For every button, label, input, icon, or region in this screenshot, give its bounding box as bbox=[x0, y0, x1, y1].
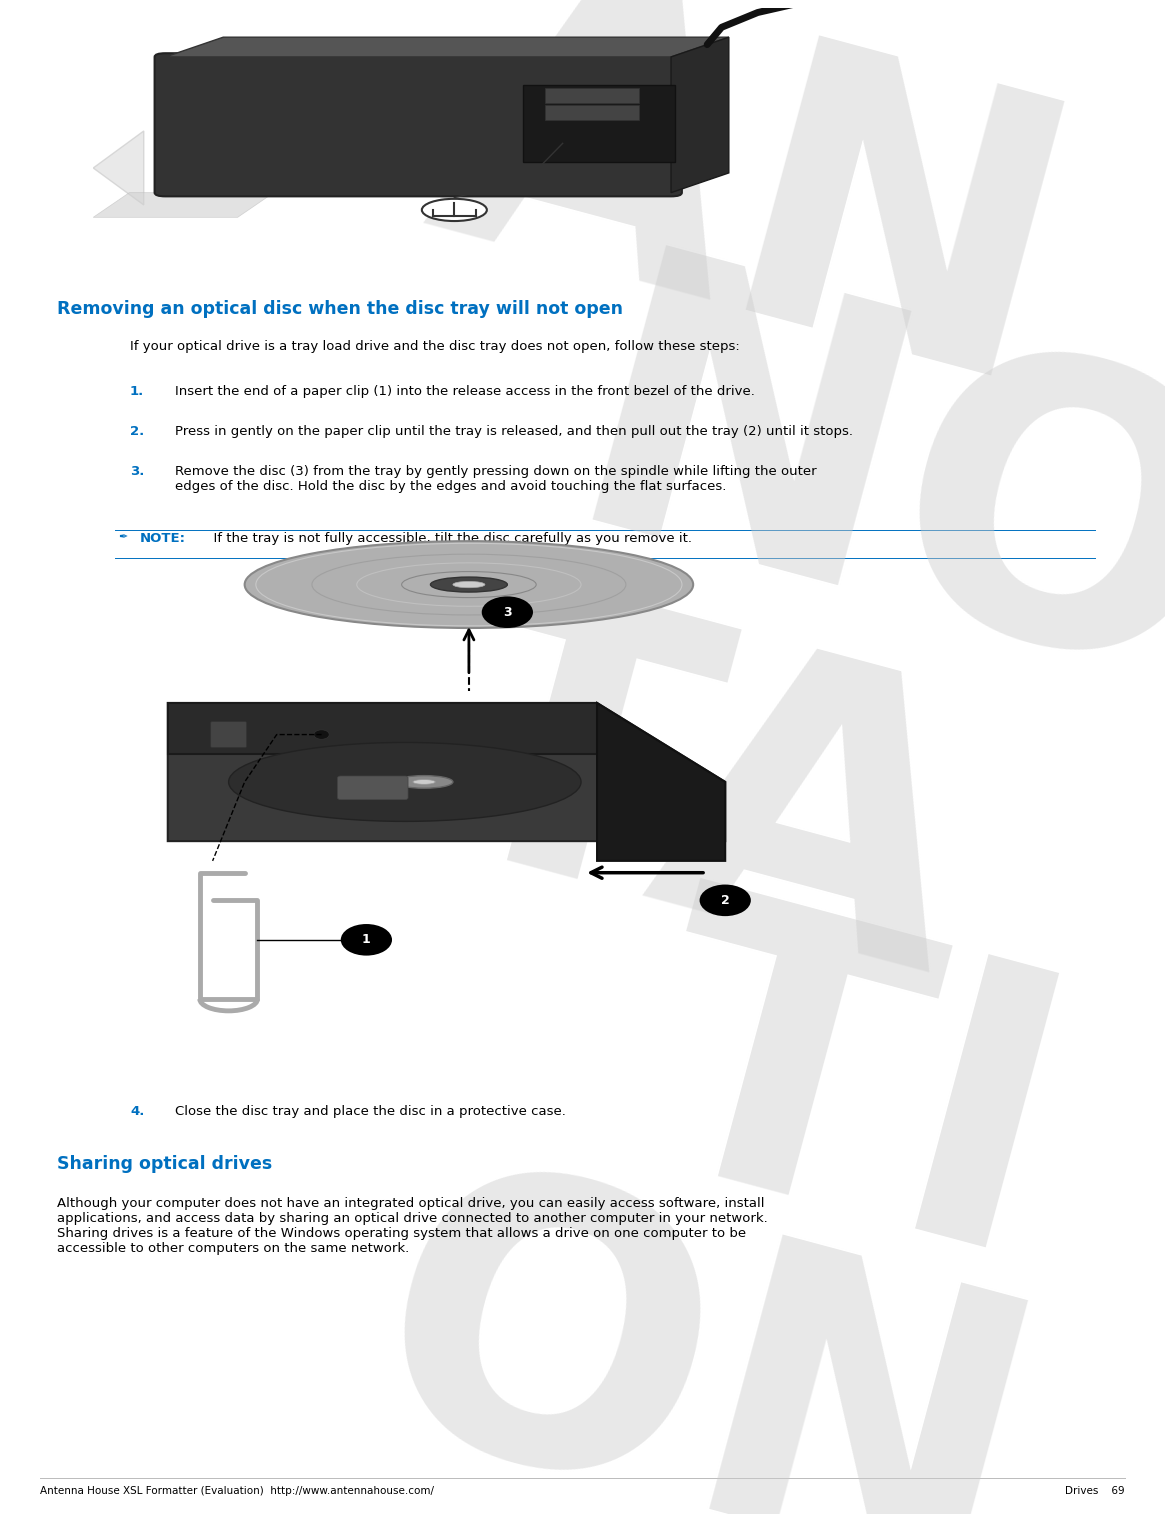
Polygon shape bbox=[596, 702, 725, 861]
Polygon shape bbox=[93, 132, 143, 204]
Text: 3: 3 bbox=[503, 606, 511, 619]
Circle shape bbox=[422, 198, 487, 221]
FancyBboxPatch shape bbox=[545, 88, 638, 103]
FancyBboxPatch shape bbox=[338, 777, 408, 799]
Text: Remove the disc (3) from the tray by gently pressing down on the spindle while l: Remove the disc (3) from the tray by gen… bbox=[175, 465, 817, 494]
Polygon shape bbox=[168, 702, 596, 754]
Text: Removing an optical disc when the disc tray will not open: Removing an optical disc when the disc t… bbox=[57, 300, 623, 318]
Text: Drives    69: Drives 69 bbox=[1065, 1487, 1125, 1496]
Polygon shape bbox=[93, 192, 274, 218]
Circle shape bbox=[313, 730, 330, 739]
Text: Close the disc tray and place the disc in a protective case.: Close the disc tray and place the disc i… bbox=[175, 1105, 566, 1117]
Text: TI: TI bbox=[603, 864, 1096, 1335]
FancyBboxPatch shape bbox=[211, 722, 247, 748]
Text: AN: AN bbox=[398, 0, 1101, 463]
Text: 1.: 1. bbox=[130, 385, 144, 398]
Text: If the tray is not fully accessible, tilt the disc carefully as you remove it.: If the tray is not fully accessible, til… bbox=[205, 531, 692, 545]
Text: Antenna House XSL Formatter (Evaluation)  http://www.antennahouse.com/: Antenna House XSL Formatter (Evaluation)… bbox=[40, 1487, 435, 1496]
Text: 3.: 3. bbox=[130, 465, 144, 478]
Text: NO: NO bbox=[535, 233, 1165, 768]
Ellipse shape bbox=[453, 581, 485, 587]
Text: 2: 2 bbox=[721, 893, 729, 907]
Text: Sharing optical drives: Sharing optical drives bbox=[57, 1155, 273, 1173]
Text: ✒: ✒ bbox=[118, 531, 127, 542]
Text: TA: TA bbox=[393, 548, 1008, 1051]
Polygon shape bbox=[168, 702, 725, 842]
Text: Press in gently on the paper clip until the tray is released, and then pull out : Press in gently on the paper clip until … bbox=[175, 425, 853, 438]
Text: NOTE:: NOTE: bbox=[140, 531, 186, 545]
FancyBboxPatch shape bbox=[545, 104, 638, 120]
FancyBboxPatch shape bbox=[155, 53, 682, 197]
Text: 2.: 2. bbox=[130, 425, 144, 438]
Ellipse shape bbox=[431, 577, 508, 592]
Polygon shape bbox=[671, 38, 729, 192]
Circle shape bbox=[481, 597, 534, 628]
FancyBboxPatch shape bbox=[523, 85, 675, 162]
Ellipse shape bbox=[245, 540, 693, 628]
Polygon shape bbox=[165, 38, 729, 58]
Circle shape bbox=[699, 884, 750, 916]
Text: If your optical drive is a tray load drive and the disc tray does not open, foll: If your optical drive is a tray load dri… bbox=[130, 341, 740, 353]
Text: Insert the end of a paper clip (1) into the release access in the front bezel of: Insert the end of a paper clip (1) into … bbox=[175, 385, 755, 398]
Ellipse shape bbox=[412, 780, 436, 784]
Ellipse shape bbox=[395, 775, 453, 789]
Text: 4.: 4. bbox=[130, 1105, 144, 1117]
Ellipse shape bbox=[228, 742, 581, 822]
Circle shape bbox=[341, 924, 391, 955]
Text: Although your computer does not have an integrated optical drive, you can easily: Although your computer does not have an … bbox=[57, 1198, 768, 1255]
Text: ON: ON bbox=[334, 1132, 1066, 1514]
Text: 1: 1 bbox=[362, 933, 370, 946]
